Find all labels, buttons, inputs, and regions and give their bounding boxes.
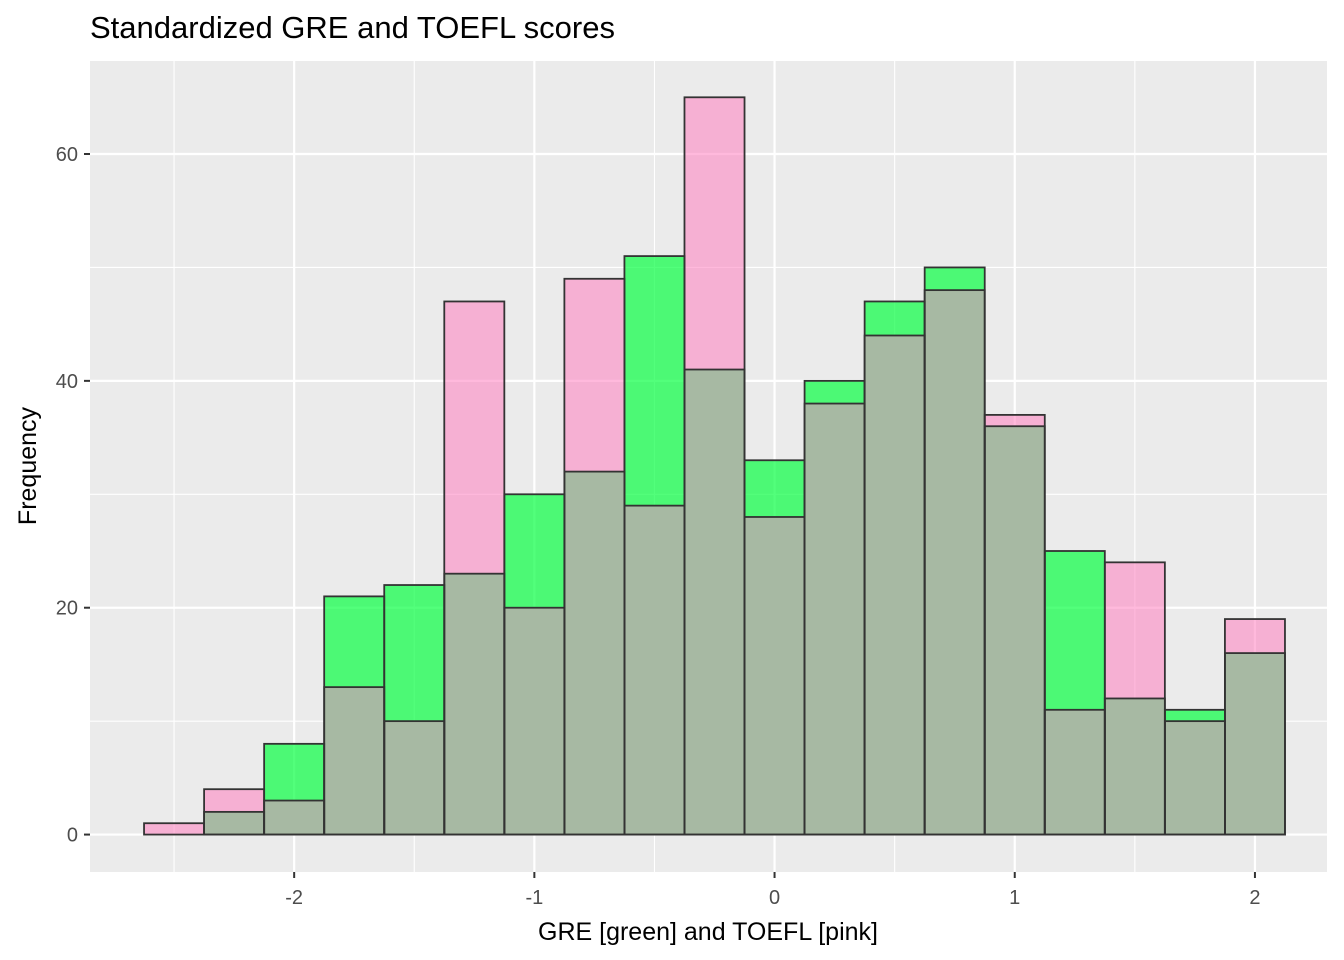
gre-bar bbox=[624, 256, 685, 506]
y-tick-label: 20 bbox=[56, 598, 78, 620]
toefl-bar bbox=[444, 301, 505, 574]
x-tick-label: 0 bbox=[769, 887, 780, 909]
toefl-bar bbox=[684, 97, 745, 370]
overlap-bar bbox=[504, 607, 565, 835]
x-tick-label: 1 bbox=[1009, 887, 1020, 909]
overlap-bar bbox=[1224, 653, 1285, 835]
overlap-bar bbox=[204, 811, 265, 835]
overlap-bar bbox=[804, 403, 865, 835]
overlap-bar bbox=[1164, 721, 1225, 835]
x-tick-labels: -2 -1 0 1 2 bbox=[285, 887, 1260, 909]
axis-ticks bbox=[84, 153, 1256, 878]
gre-bars bbox=[264, 256, 1225, 801]
overlap-bar bbox=[564, 471, 625, 835]
gre-bar bbox=[384, 585, 445, 722]
y-tick-label: 60 bbox=[56, 144, 78, 166]
overlap-bar bbox=[744, 516, 805, 835]
gre-bar bbox=[504, 494, 565, 608]
y-tick-label: 40 bbox=[56, 371, 78, 393]
toefl-bar bbox=[144, 823, 205, 835]
x-tick-label: -1 bbox=[525, 887, 543, 909]
toefl-bar bbox=[1104, 562, 1165, 699]
overlap-bars bbox=[204, 290, 1285, 835]
toefl-bar bbox=[204, 789, 265, 812]
overlap-bar bbox=[384, 721, 445, 835]
toefl-bar-outline bbox=[1103, 561, 1166, 836]
x-tick-label: -2 bbox=[285, 887, 303, 909]
overlap-bar bbox=[1044, 709, 1105, 835]
gre-bar bbox=[1044, 551, 1105, 710]
gre-bar bbox=[924, 267, 985, 291]
toefl-bar bbox=[984, 414, 1045, 427]
overlap-bar bbox=[864, 335, 925, 835]
bar-outlines bbox=[143, 96, 1286, 836]
overlap-bar bbox=[684, 369, 745, 835]
toefl-bar bbox=[564, 278, 625, 472]
y-axis-title: Frequency bbox=[14, 406, 42, 525]
toefl-bar-outline bbox=[1224, 618, 1286, 836]
gre-bar bbox=[804, 380, 865, 404]
chart-title: Standardized GRE and TOEFL scores bbox=[90, 10, 615, 45]
overlap-bar bbox=[264, 800, 325, 835]
x-axis-title: GRE [green] and TOEFL [pink] bbox=[538, 918, 878, 946]
y-tick-label: 0 bbox=[67, 825, 78, 847]
overlap-bar bbox=[624, 505, 685, 835]
toefl-bar bbox=[1224, 619, 1285, 654]
overlap-bar bbox=[924, 290, 985, 835]
x-tick-label: 2 bbox=[1249, 887, 1260, 909]
gre-bar bbox=[1164, 709, 1225, 722]
overlap-bar bbox=[444, 573, 505, 835]
gre-bar bbox=[744, 460, 805, 517]
y-tick-labels: 0 20 40 60 bbox=[56, 144, 78, 847]
overlap-bar bbox=[984, 426, 1045, 835]
gre-bar bbox=[324, 596, 385, 688]
toefl-bars bbox=[144, 97, 1285, 835]
overlap-bar bbox=[1104, 698, 1165, 835]
gre-bar bbox=[264, 743, 325, 801]
overlap-bar bbox=[324, 687, 385, 835]
gre-bar bbox=[864, 301, 925, 336]
